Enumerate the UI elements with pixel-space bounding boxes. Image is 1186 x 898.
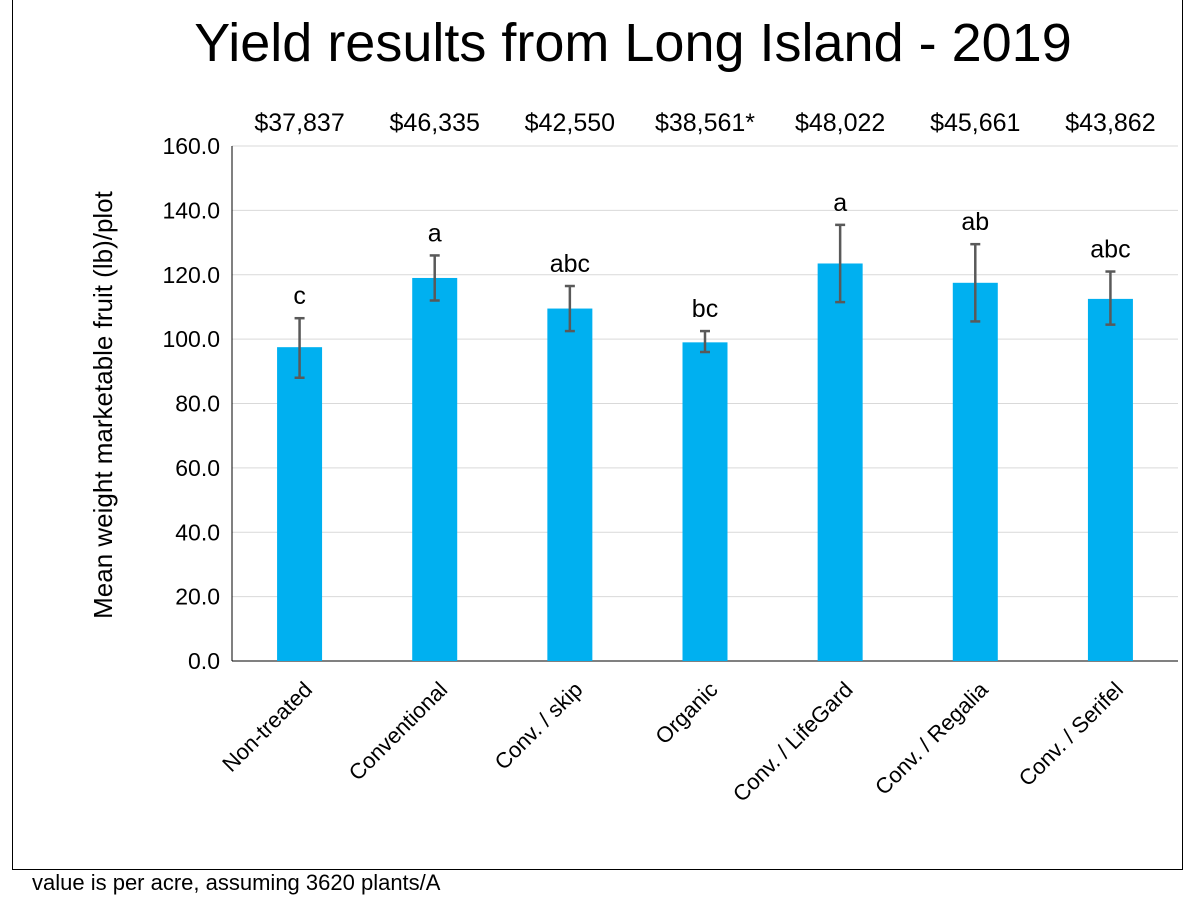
significance-letter: bc	[692, 295, 718, 323]
chart-frame	[12, 0, 1183, 870]
y-tick-label: 100.0	[162, 326, 220, 352]
significance-letters: c a abc bc a ab abc	[293, 189, 1130, 323]
bar	[277, 347, 323, 661]
y-tick-label: 80.0	[175, 391, 220, 417]
footnote: value is per acre, assuming 3620 plants/…	[32, 870, 441, 895]
y-tick-label: 120.0	[162, 262, 220, 288]
per-acre-value: $43,862	[1065, 109, 1155, 137]
x-tick-labels: Non-treated Conventional Conv. / skip Organ…	[217, 676, 1128, 806]
significance-letter: a	[428, 219, 442, 247]
bars	[277, 263, 1133, 661]
y-tick-label: 60.0	[175, 455, 220, 481]
significance-letter: abc	[550, 250, 590, 278]
significance-letter: abc	[1090, 236, 1130, 264]
error-bars	[294, 223, 1116, 379]
x-tick-label: Conv. / LifeGard	[728, 677, 858, 807]
significance-letter: c	[293, 282, 306, 310]
x-tick-label: Conventional	[344, 677, 452, 785]
per-acre-value: $46,335	[390, 109, 480, 137]
y-tick-labels: 0.0 20.0 40.0 60.0 80.0 100.0 120.0 140.0 160.0	[162, 133, 220, 674]
bar	[547, 308, 593, 661]
bar	[412, 277, 458, 661]
bar	[1087, 298, 1133, 661]
x-tick-label: Organic	[650, 677, 722, 749]
bar	[952, 282, 998, 661]
y-tick-label: 20.0	[175, 584, 220, 610]
x-tick-label: Conv. / Regalia	[870, 676, 993, 799]
y-axis-label: Mean weight marketable fruit (lb)/plot	[88, 190, 118, 619]
per-acre-value: $45,661	[930, 109, 1020, 137]
per-acre-value: $37,837	[254, 109, 344, 137]
x-tick-label: Conv. / Serifel	[1014, 677, 1128, 791]
per-acre-value: $48,022	[795, 109, 885, 137]
y-tick-label: 40.0	[175, 519, 220, 545]
per-acre-value: $42,550	[525, 109, 615, 137]
y-tick-label: 160.0	[162, 133, 220, 159]
bar	[817, 263, 863, 661]
x-tick-label: Non-treated	[217, 677, 317, 777]
significance-letter: a	[833, 189, 847, 217]
chart-title: Yield results from Long Island - 2019	[194, 13, 1072, 73]
per-acre-values: $37,837 $46,335 $42,550 $38,561* $48,022 $45,…	[254, 109, 1155, 137]
x-tick-label: Conv. / skip	[490, 677, 588, 775]
significance-letter: ab	[961, 208, 989, 236]
y-tick-label: 140.0	[162, 197, 220, 223]
bar	[682, 342, 728, 661]
per-acre-value: $38,561*	[655, 109, 755, 137]
y-tick-label: 0.0	[188, 648, 220, 674]
